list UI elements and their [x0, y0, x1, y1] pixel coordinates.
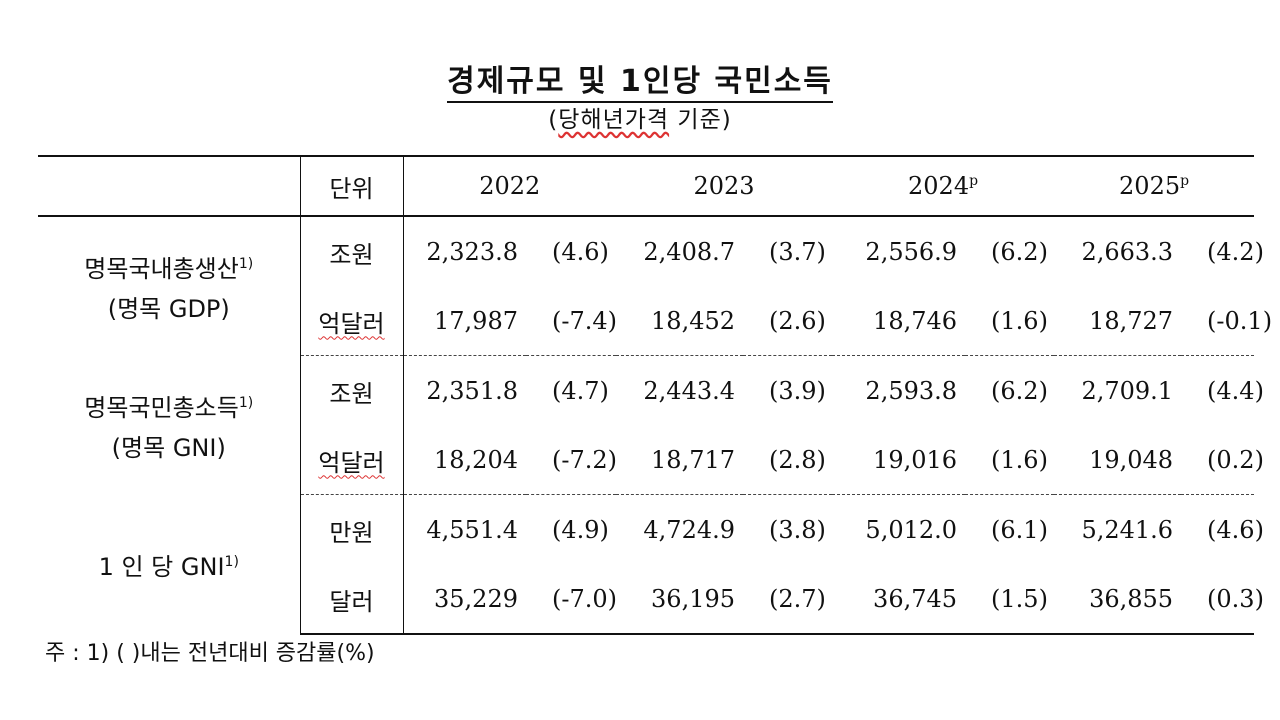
change-cell: (-7.0)	[526, 565, 617, 635]
value-cell: 5,012.0	[865, 516, 958, 544]
table-header-row: 단위 2022 2023 2024p 2025p	[38, 155, 1255, 217]
header-year-2025: 2025p	[1054, 155, 1255, 217]
change-cell: (0.3)	[1181, 565, 1264, 635]
table-row: 명목국내총생산1) (명목 GDP) 조원 2,323.8 (4.6) 2,408.7 (3…	[38, 216, 1264, 356]
value-cell: 2,556.9	[865, 238, 958, 266]
category-subname: (명목 GDP)	[107, 294, 230, 323]
value-cell: 36,745	[832, 565, 966, 635]
value-cell: 4,551.4	[426, 516, 518, 544]
value-cell: 36,855	[1054, 565, 1182, 635]
value-cell: 19,048	[1054, 426, 1182, 495]
header-year-2024: 2024p	[832, 155, 1055, 217]
change-cell: (4.6)	[1207, 516, 1264, 544]
change-cell: (-0.1)	[1181, 287, 1272, 356]
change-cell: (4.2)	[1207, 238, 1264, 266]
unit-cell: 만원	[300, 494, 404, 565]
category-name: 명목국내총생산1)	[84, 254, 254, 283]
value-cell: 2,593.8	[865, 377, 958, 405]
value-cell: 35,229	[403, 565, 526, 635]
table-row: 1 인 당 GNI1) 만원 4,551.4 (4.9) 4,724.9 (3.8) 5,0…	[38, 494, 1264, 634]
change-cell: (-7.2)	[526, 426, 617, 495]
header-year-2023: 2023	[616, 155, 833, 217]
row-category-label: 1 인 당 GNI1)	[38, 494, 301, 634]
value-cell: 17,987	[403, 287, 526, 356]
category-name: 1 인 당 GNI1)	[98, 552, 239, 581]
change-cell: (4.7)	[552, 377, 609, 405]
value-cell: 36,195	[616, 565, 744, 635]
header-unit: 단위	[300, 155, 404, 217]
value-cell: 18,452	[616, 287, 744, 356]
row-category-label: 명목국내총생산1) (명목 GDP)	[38, 216, 301, 356]
table-row: 억달러 17,987 (-7.4) 18,452 (2.6) 18,746 (1.6) 18,…	[38, 287, 1272, 356]
change-cell: (4.9)	[552, 516, 609, 544]
value-cell: 2,443.4	[643, 377, 736, 405]
change-cell: (6.2)	[991, 377, 1048, 405]
value-cell: 2,351.8	[426, 377, 518, 405]
value-cell: 18,717	[616, 426, 744, 495]
value-cell: 2,709.1	[1081, 377, 1174, 405]
row-category-label: 명목국민총소득1) (명목 GNI)	[38, 355, 301, 495]
value-cell: 18,727	[1054, 287, 1182, 356]
change-cell: (4.6)	[552, 238, 609, 266]
value-cell: 5,241.6	[1081, 516, 1174, 544]
value-cell: 2,323.8	[426, 238, 518, 266]
unit-cell: 억달러	[300, 426, 404, 495]
value-cell: 4,724.9	[643, 516, 736, 544]
value-cell: 18,204	[403, 426, 526, 495]
header-blank-cell	[38, 155, 301, 217]
unit-cell: 달러	[300, 565, 404, 635]
table-footnote: 주 : 1) ( )내는 전년대비 증감률(%)	[45, 641, 375, 666]
change-cell: (3.7)	[769, 238, 826, 266]
change-cell: (6.1)	[991, 516, 1048, 544]
value-cell: 2,408.7	[643, 238, 736, 266]
unit-cell: 조원	[300, 216, 404, 287]
page-title: 경제규모 및 1인당 국민소득	[0, 56, 1280, 103]
change-cell: (0.2)	[1181, 426, 1264, 495]
change-cell: (3.9)	[769, 377, 826, 405]
table-row: 명목국민총소득1) (명목 GNI) 조원 2,351.8 (4.7) 2,443.4 (3…	[38, 355, 1264, 495]
change-cell: (1.6)	[965, 426, 1055, 495]
table-row: 달러 35,229 (-7.0) 36,195 (2.7) 36,745 (1.5) 36,8…	[38, 565, 1264, 635]
header-year-2022: 2022	[403, 155, 617, 217]
category-subname: (명목 GNI)	[111, 433, 226, 462]
change-cell: (2.8)	[743, 426, 833, 495]
page-subtitle: (당해년가격 기준)	[548, 107, 732, 133]
value-cell: 19,016	[832, 426, 966, 495]
value-cell: 18,746	[832, 287, 966, 356]
change-cell: (1.5)	[965, 565, 1055, 635]
category-name: 명목국민총소득1)	[84, 393, 254, 422]
unit-cell: 조원	[300, 355, 404, 426]
table-row: 억달러 18,204 (-7.2) 18,717 (2.8) 19,016 (1.6) 19,…	[38, 426, 1264, 495]
change-cell: (4.4)	[1207, 377, 1264, 405]
value-cell: 2,663.3	[1081, 238, 1174, 266]
change-cell: (-7.4)	[526, 287, 617, 356]
unit-cell: 억달러	[300, 287, 404, 356]
change-cell: (1.6)	[965, 287, 1055, 356]
economy-table: 단위 2022 2023 2024p 2025p 명목국내총생산1) (명목 GD…	[38, 155, 1272, 635]
change-cell: (2.7)	[743, 565, 833, 635]
change-cell: (3.8)	[769, 516, 826, 544]
change-cell: (6.2)	[991, 238, 1048, 266]
change-cell: (2.6)	[743, 287, 833, 356]
